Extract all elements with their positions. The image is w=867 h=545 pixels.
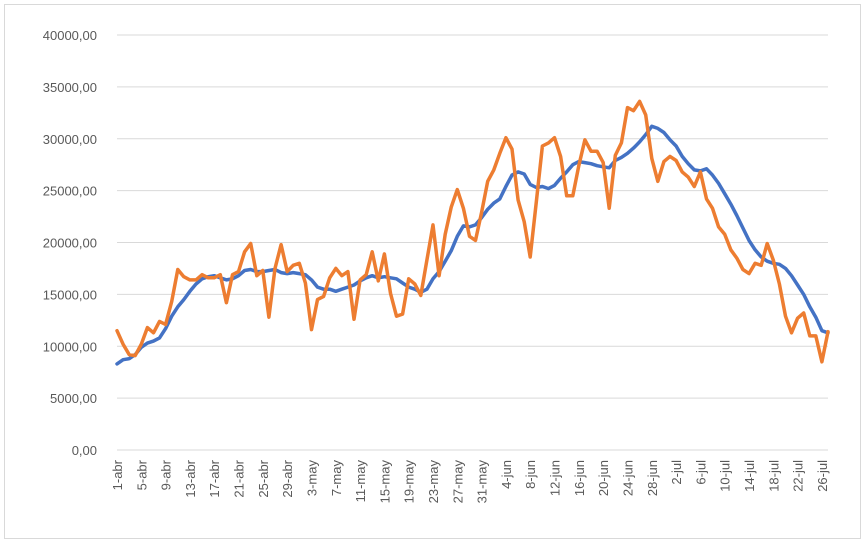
series-lines [115,99,830,366]
x-axis-tick-labels: 1-abr 5-abr 9-abr 13-abr 17-abr 21-abr 25-abr 2… [110,459,830,503]
series-line-smoothed [115,124,830,366]
y-tick-label: 10000,00 [43,339,97,354]
series-line-daily [115,99,830,364]
y-tick-label: 40000,00 [43,28,97,43]
x-tick-label: 21-abr [232,459,247,497]
x-tick-label: 23-may [426,460,441,504]
gridlines [117,34,828,451]
x-tick-label: 26-jul [815,460,830,492]
x-tick-label: 19-may [402,460,417,504]
x-tick-label: 15-may [377,460,392,504]
x-tick-label: 5-abr [134,459,149,490]
x-tick-label: 22-jul [791,460,806,492]
x-tick-label: 1-abr [110,459,125,490]
x-tick-label: 11-may [353,460,368,503]
x-tick-label: 10-jul [718,460,733,492]
x-tick-label: 7-may [329,460,344,497]
x-tick-label: 4-jun [499,460,514,489]
x-tick-label: 8-jun [523,460,538,489]
y-tick-label: 0,00 [72,443,97,458]
x-tick-label: 29-abr [280,459,295,497]
x-tick-label: 17-abr [207,459,222,497]
x-tick-label: 24-jun [620,460,635,496]
x-tick-label: 27-may [450,460,465,504]
y-tick-label: 25000,00 [43,184,97,199]
x-tick-label: 12-jun [548,460,563,496]
y-tick-label: 5000,00 [50,391,97,406]
y-tick-label: 15000,00 [43,287,97,302]
y-tick-label: 30000,00 [43,132,97,147]
x-tick-label: 18-jul [766,460,781,492]
x-tick-label: 25-abr [256,459,271,497]
x-tick-label: 14-jul [742,460,757,492]
y-axis-tick-labels: 0,00 5000,00 10000,00 15000,00 20000,00 25000… [43,28,97,458]
x-tick-label: 3-may [304,460,319,497]
x-tick-label: 9-abr [159,459,174,490]
x-tick-label: 6-jul [693,460,708,485]
x-tick-label: 13-abr [183,459,198,497]
x-tick-label: 2-jul [669,460,684,485]
x-tick-label: 31-may [475,460,490,504]
y-tick-label: 20000,00 [43,236,97,251]
y-tick-label: 35000,00 [43,80,97,95]
x-tick-label: 20-jun [596,460,611,496]
x-tick-label: 28-jun [645,460,660,496]
x-tick-label: 16-jun [572,460,587,496]
